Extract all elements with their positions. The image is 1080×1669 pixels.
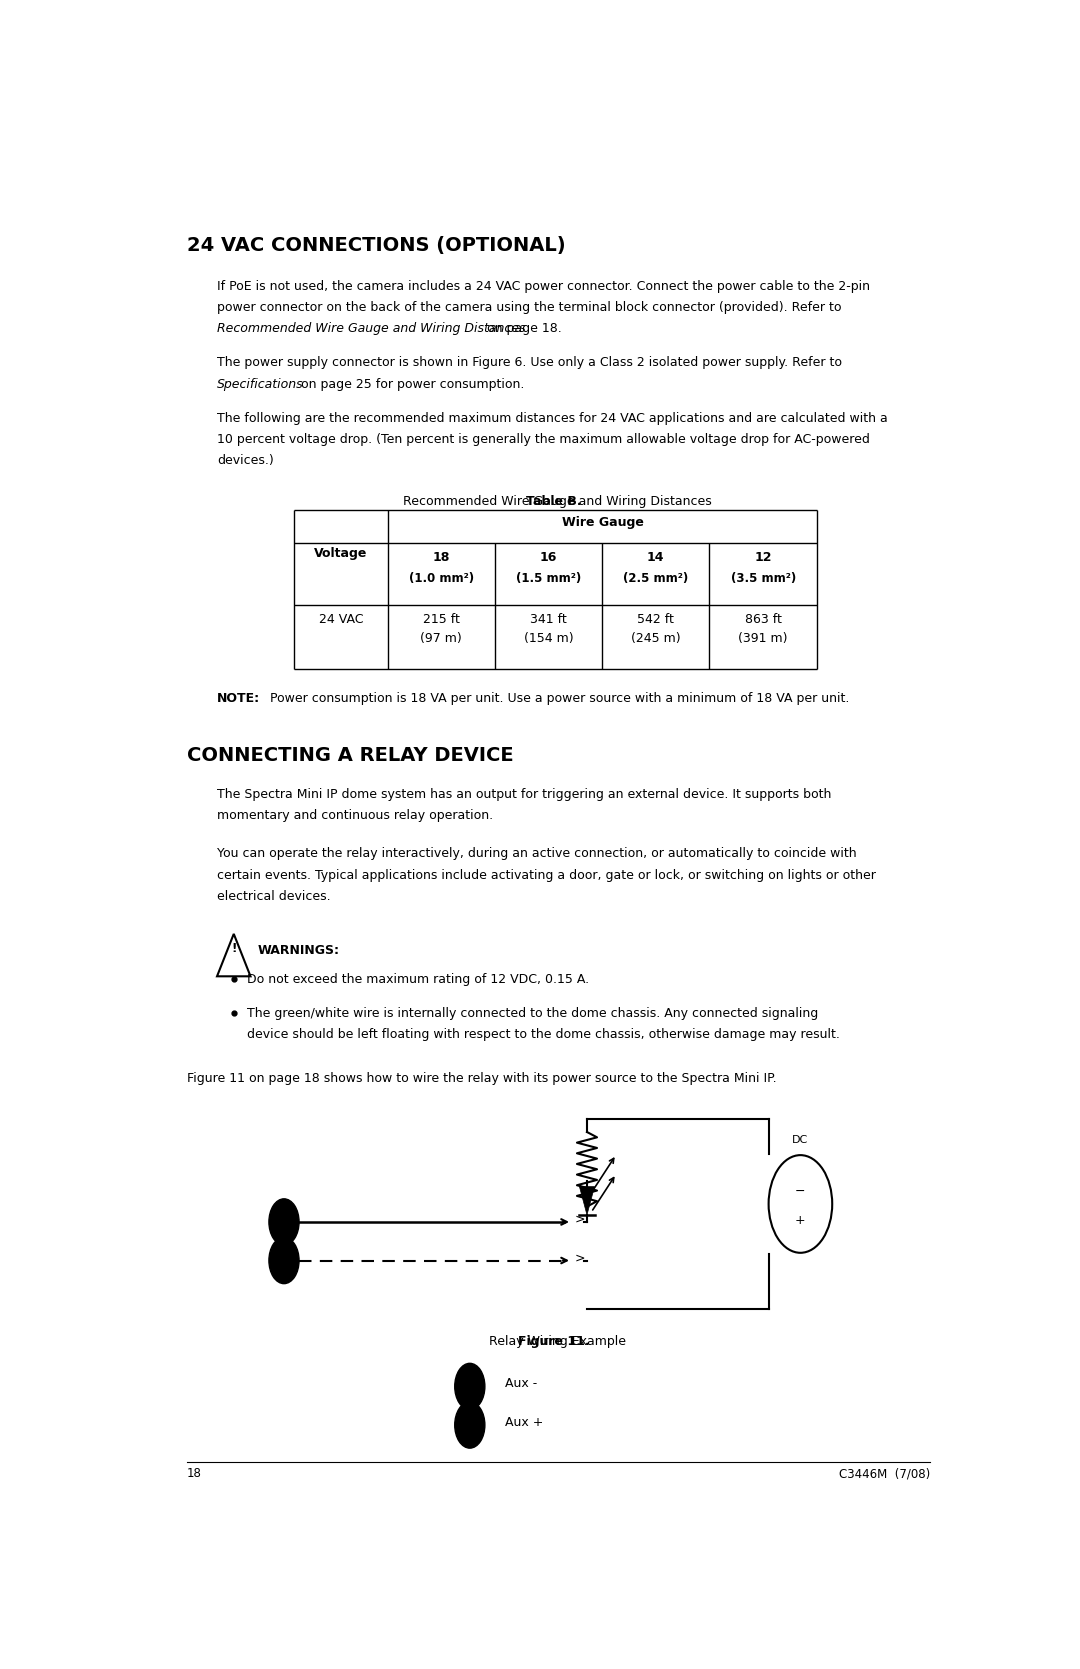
Text: (1.5 mm²): (1.5 mm²) [516, 572, 581, 584]
Text: NOTE:: NOTE: [217, 693, 260, 706]
Text: 341 ft: 341 ft [530, 613, 567, 626]
Text: Table B.: Table B. [526, 494, 581, 507]
Text: Aux -: Aux - [505, 1377, 537, 1390]
Text: !: ! [231, 943, 237, 955]
Text: 14: 14 [647, 551, 664, 564]
Text: (154 m): (154 m) [524, 633, 573, 646]
Text: 215 ft: 215 ft [423, 613, 460, 626]
Text: 12: 12 [755, 551, 772, 564]
Circle shape [269, 1198, 299, 1245]
Circle shape [455, 1402, 485, 1449]
Text: C3446M  (7/08): C3446M (7/08) [839, 1467, 930, 1480]
Text: on page 18.: on page 18. [483, 322, 562, 335]
Text: (1.0 mm²): (1.0 mm²) [408, 572, 474, 584]
Text: 18: 18 [433, 551, 450, 564]
Text: Relay Wiring Example: Relay Wiring Example [481, 1335, 626, 1349]
Text: You can operate the relay interactively, during an active connection, or automat: You can operate the relay interactively,… [217, 848, 856, 860]
Text: Recommended Wire Gauge and Wiring Distances: Recommended Wire Gauge and Wiring Distan… [395, 494, 712, 507]
Text: Figure 11 on page 18 shows how to wire the relay with its power source to the Sp: Figure 11 on page 18 shows how to wire t… [187, 1071, 777, 1085]
Polygon shape [580, 1187, 594, 1215]
Text: 1: 1 [280, 1215, 288, 1228]
Text: 2: 2 [280, 1253, 288, 1267]
Text: (97 m): (97 m) [420, 633, 462, 646]
Text: on page 25 for power consumption.: on page 25 for power consumption. [297, 377, 525, 391]
Text: WARNINGS:: WARNINGS: [257, 945, 339, 958]
Text: +: + [795, 1213, 806, 1227]
Text: devices.): devices.) [217, 454, 273, 467]
Text: Power consumption is 18 VA per unit. Use a power source with a minimum of 18 VA : Power consumption is 18 VA per unit. Use… [262, 693, 850, 706]
Text: Aux +: Aux + [505, 1415, 543, 1429]
Text: certain events. Typical applications include activating a door, gate or lock, or: certain events. Typical applications inc… [217, 868, 876, 881]
Text: Wire Gauge: Wire Gauge [562, 516, 644, 529]
Text: Specifications: Specifications [217, 377, 303, 391]
Text: >: > [575, 1213, 585, 1227]
Text: 18: 18 [187, 1467, 202, 1480]
Text: (245 m): (245 m) [631, 633, 680, 646]
Text: 863 ft: 863 ft [745, 613, 782, 626]
Text: The power supply connector is shown in Figure 6. Use only a Class 2 isolated pow: The power supply connector is shown in F… [217, 357, 842, 369]
Text: >: > [575, 1252, 585, 1265]
Text: Recommended Wire Gauge and Wiring Distances: Recommended Wire Gauge and Wiring Distan… [217, 322, 526, 335]
Text: Do not exceed the maximum rating of 12 VDC, 0.15 A.: Do not exceed the maximum rating of 12 V… [247, 973, 590, 986]
Text: Figure 11.: Figure 11. [517, 1335, 590, 1349]
Text: If PoE is not used, the camera includes a 24 VAC power connector. Connect the po: If PoE is not used, the camera includes … [217, 280, 870, 294]
Text: CONNECTING A RELAY DEVICE: CONNECTING A RELAY DEVICE [187, 746, 513, 764]
Text: 24 VAC: 24 VAC [319, 613, 363, 626]
Text: power connector on the back of the camera using the terminal block connector (pr: power connector on the back of the camer… [217, 300, 841, 314]
Text: momentary and continuous relay operation.: momentary and continuous relay operation… [217, 809, 494, 823]
Text: Voltage: Voltage [314, 547, 367, 561]
Text: 10 percent voltage drop. (Ten percent is generally the maximum allowable voltage: 10 percent voltage drop. (Ten percent is… [217, 432, 869, 446]
Text: The following are the recommended maximum distances for 24 VAC applications and : The following are the recommended maximu… [217, 412, 888, 424]
Text: (3.5 mm²): (3.5 mm²) [730, 572, 796, 584]
Text: device should be left floating with respect to the dome chassis, otherwise damag: device should be left floating with resp… [247, 1028, 840, 1041]
Text: 2: 2 [465, 1419, 474, 1432]
Text: −: − [795, 1185, 806, 1198]
Text: 24 VAC CONNECTIONS (OPTIONAL): 24 VAC CONNECTIONS (OPTIONAL) [187, 237, 566, 255]
Text: (391 m): (391 m) [739, 633, 788, 646]
Text: 1: 1 [465, 1380, 474, 1394]
Text: (2.5 mm²): (2.5 mm²) [623, 572, 688, 584]
Text: DC: DC [793, 1135, 809, 1145]
Text: 16: 16 [540, 551, 557, 564]
Circle shape [455, 1364, 485, 1410]
Circle shape [269, 1237, 299, 1283]
Text: The Spectra Mini IP dome system has an output for triggering an external device.: The Spectra Mini IP dome system has an o… [217, 788, 832, 801]
Text: electrical devices.: electrical devices. [217, 890, 330, 903]
Text: The green/white wire is internally connected to the dome chassis. Any connected : The green/white wire is internally conne… [247, 1006, 819, 1020]
Text: 542 ft: 542 ft [637, 613, 674, 626]
